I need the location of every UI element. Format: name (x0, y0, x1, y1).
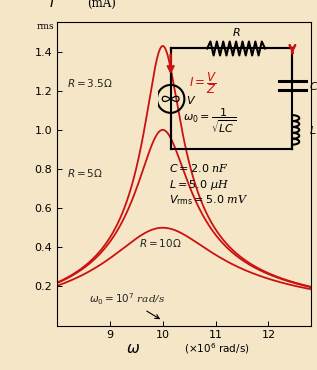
Text: $\omega_0 = 10^7$ rad/s: $\omega_0 = 10^7$ rad/s (89, 291, 165, 319)
Text: $\omega$: $\omega$ (126, 342, 140, 356)
Text: $R = 3.5\Omega$: $R = 3.5\Omega$ (67, 77, 113, 89)
Text: rms: rms (37, 22, 55, 31)
Text: $V_\mathrm{rms} = 5.0$ mV: $V_\mathrm{rms} = 5.0$ mV (169, 193, 248, 206)
Text: (mA): (mA) (87, 0, 116, 10)
Text: $L = 5.0\ \mu$H: $L = 5.0\ \mu$H (169, 178, 229, 192)
Text: $({\times}10^6\ \mathrm{rad/s})$: $({\times}10^6\ \mathrm{rad/s})$ (184, 342, 249, 356)
Text: $R = 10\Omega$: $R = 10\Omega$ (139, 237, 182, 249)
Text: $I$: $I$ (49, 0, 55, 10)
Text: $R = 5\Omega$: $R = 5\Omega$ (67, 167, 103, 179)
Text: $C = 2.0$ nF: $C = 2.0$ nF (169, 162, 229, 174)
